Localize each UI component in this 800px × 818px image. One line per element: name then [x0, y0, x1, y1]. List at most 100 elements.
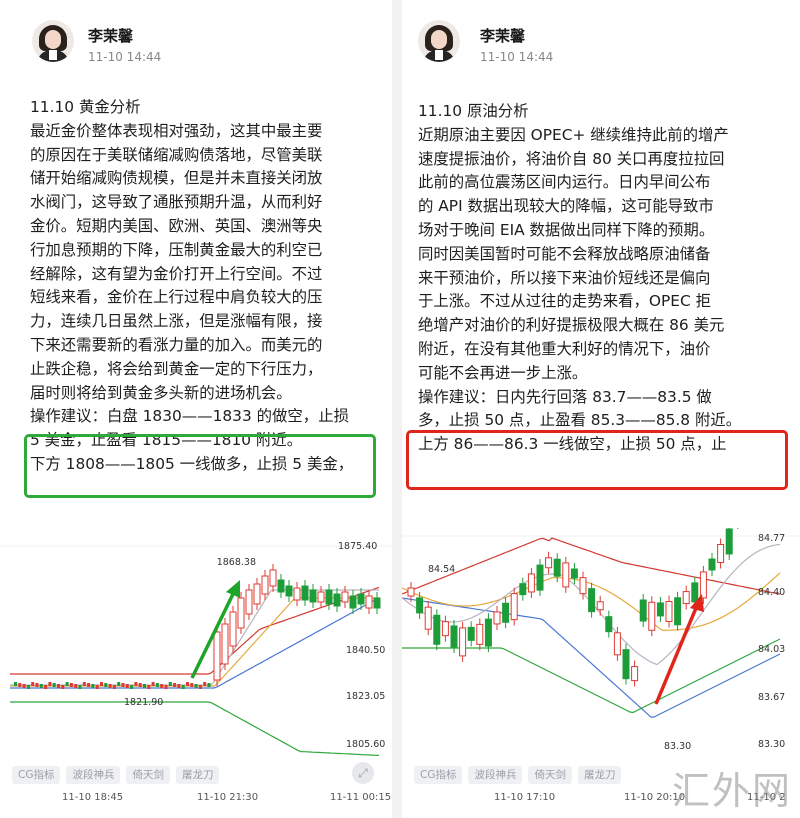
candle [48, 682, 52, 686]
candle [433, 614, 441, 645]
price-label: 1805.60 [346, 739, 385, 750]
candle [424, 606, 432, 630]
text-line: 近期原油主要因 OPEC+ 继续维持此前的增产 [418, 125, 729, 144]
candle [277, 579, 285, 593]
candle [82, 682, 86, 686]
candle [44, 685, 48, 689]
candle [121, 683, 125, 687]
trend-arrow [654, 607, 698, 705]
candle [253, 583, 261, 605]
text-line: 水阀门，这导致了通胀预期升温，从而利好 [30, 193, 323, 212]
candle [91, 684, 95, 688]
text-line: 金价。短期内美国、欧洲、英国、澳洲等央 [30, 216, 323, 235]
trade-advice-line: 多，止损 50 点，止盈看 85.3——85.8 附近。 [418, 411, 742, 430]
candle [134, 682, 138, 686]
time-label: 11-10 17:10 [494, 792, 556, 803]
candle [605, 616, 613, 633]
text-line: 下来还需要新的看涨力量的加入。而美元的 [30, 335, 323, 354]
tool-heaven-sword[interactable]: 倚天剑 [528, 766, 572, 784]
time-label: 11-10 18:45 [62, 792, 124, 803]
price-label: 83.30 [758, 739, 785, 750]
candle [674, 597, 682, 626]
lower-band-line [10, 701, 380, 756]
candle [545, 557, 553, 569]
candle [181, 685, 185, 689]
tool-cg-indicator[interactable]: CG指标 [414, 766, 463, 784]
candle [502, 602, 510, 623]
candle [476, 623, 484, 645]
post-text: 11.10 原油分析 近期原油主要因 OPEC+ 继续维持此前的增产 速度提振油… [418, 100, 796, 457]
candle [562, 562, 570, 588]
post-title: 11.10 原油分析 [418, 102, 529, 120]
candle [317, 591, 325, 603]
text-line: 力，连续几日虽然上涨，但是涨幅有限，接 [30, 312, 323, 331]
candle [579, 577, 587, 595]
avatar[interactable] [418, 20, 460, 62]
candle [656, 602, 664, 617]
tool-wave-weapon[interactable]: 波段神兵 [468, 766, 523, 784]
post-time: 11-10 14:44 [88, 50, 162, 64]
candle [293, 587, 301, 601]
lower-band-line [402, 638, 781, 714]
slow-ma-line [10, 597, 380, 689]
candle [588, 588, 596, 613]
text-line: 行加息预期的下降，压制黄金最大的利空已 [30, 240, 323, 259]
candle [65, 682, 69, 686]
candle [87, 683, 91, 687]
candle [622, 649, 630, 680]
candle [269, 569, 277, 587]
candle [100, 682, 103, 686]
candle [22, 684, 26, 688]
column-divider [392, 0, 402, 818]
tool-wave-weapon[interactable]: 波段神兵 [66, 766, 121, 784]
advice-highlight-box [24, 434, 376, 498]
avatar[interactable] [32, 20, 74, 62]
post-text: 11.10 黄金分析 最近金价整体表现相对强劲，这其中最主要 的原因在于美联储缩… [30, 96, 386, 477]
candle [35, 683, 39, 687]
price-label: 1823.05 [346, 691, 385, 702]
candle [26, 685, 30, 689]
candle [261, 575, 269, 595]
candle [493, 611, 501, 625]
candle [207, 683, 211, 687]
tool-heaven-sword[interactable]: 倚天剑 [126, 766, 170, 784]
candle [138, 683, 142, 687]
candle [613, 632, 621, 656]
indicator-toolbar: CG指标 波段神兵 倚天剑 屠龙刀 [12, 766, 220, 788]
candle [527, 573, 535, 593]
candle [237, 597, 245, 629]
candle [57, 684, 60, 688]
candle [147, 685, 151, 689]
candle [691, 582, 699, 603]
high-price-label: 84.54 [428, 564, 455, 575]
trend-arrow-head [226, 580, 240, 598]
candle [333, 593, 341, 607]
candle [78, 685, 82, 689]
tool-cg-indicator[interactable]: CG指标 [12, 766, 61, 784]
candle [301, 585, 309, 601]
candle [648, 601, 656, 631]
candle [108, 684, 112, 688]
candle [365, 595, 373, 609]
candle [95, 685, 99, 689]
candle [14, 682, 17, 686]
text-line: 速度提振油价，将油价自 80 关口再度拉拉回 [418, 149, 725, 168]
time-label: 11-10 21:30 [197, 792, 259, 803]
gold-post-column: 李茉馨 11-10 14:44 11.10 黄金分析 最近金价整体表现相对强劲，… [0, 0, 392, 818]
candle [309, 589, 317, 603]
text-line: 同时因美国暂时可能不会释放战略原油储备 [418, 244, 711, 263]
candle [553, 558, 561, 577]
candle [74, 684, 78, 688]
candle [519, 583, 527, 596]
candle [665, 601, 673, 623]
text-line: 可能不会再进一步上涨。 [418, 363, 588, 382]
tool-dragon-saber[interactable]: 屠龙刀 [577, 766, 622, 784]
text-line: 上方 86——86.3 一线做空，止损 50 点，止 [418, 435, 727, 454]
indicator-toolbar: CG指标 波段神兵 倚天剑 屠龙刀 [414, 766, 622, 788]
candle [112, 685, 116, 689]
author-name[interactable]: 李茉馨 [88, 27, 134, 45]
author-name[interactable]: 李茉馨 [480, 27, 526, 45]
post-time: 11-10 14:44 [480, 50, 554, 64]
expand-icon[interactable]: ⤢ [352, 762, 374, 784]
tool-dragon-saber[interactable]: 屠龙刀 [175, 766, 220, 784]
